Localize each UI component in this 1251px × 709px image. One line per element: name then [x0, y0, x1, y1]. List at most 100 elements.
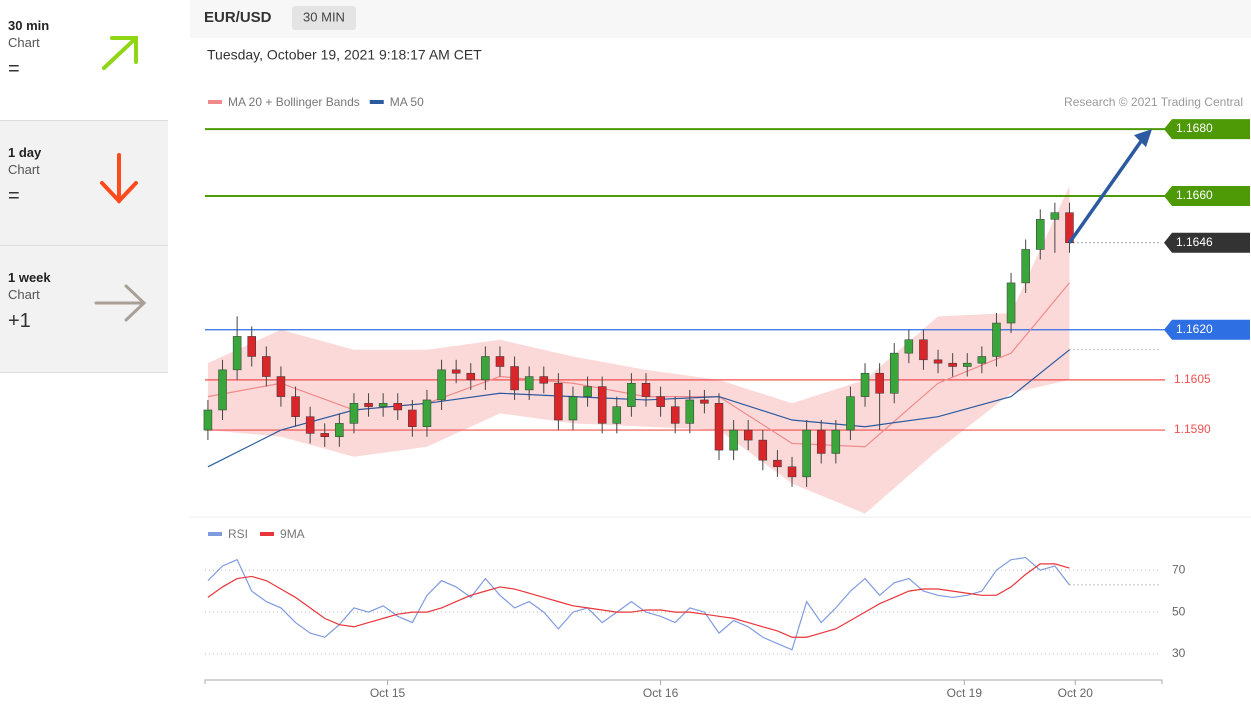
rating: =	[8, 185, 20, 207]
card-label: Chart	[8, 287, 40, 302]
x-tick-label: Oct 19	[947, 686, 983, 700]
legend-label: MA 20 + Bollinger Bands	[228, 95, 360, 109]
credit: Research © 2021 Trading Central	[1064, 95, 1243, 109]
candle-body	[816, 429, 826, 454]
level-label: 1.1680	[1176, 121, 1213, 135]
period: 1 day	[8, 145, 42, 160]
candle-body	[320, 433, 329, 437]
target-arrow	[1068, 136, 1146, 244]
legend-label: 9MA	[280, 527, 305, 541]
candle-body	[364, 403, 373, 407]
indicator-line	[207, 563, 1070, 638]
candle-body	[919, 339, 928, 361]
candle-body	[860, 372, 870, 397]
candle-body	[437, 369, 446, 401]
candle-body	[524, 376, 534, 391]
candle-body	[378, 403, 388, 407]
candle-body	[670, 406, 680, 424]
candle-body	[656, 396, 665, 407]
period: 1 week	[8, 270, 51, 285]
candle-body	[758, 439, 768, 461]
trend-arrow	[102, 36, 138, 70]
timeframe-card[interactable]: 1 week Chart +1	[0, 246, 168, 373]
y-tick-label: 70	[1172, 562, 1186, 576]
current-label: 1.1646	[1176, 235, 1213, 249]
current-tag	[1164, 232, 1250, 253]
candle-body	[743, 429, 753, 441]
candle-body	[422, 399, 432, 427]
level-tag	[1164, 119, 1250, 140]
header-bar	[190, 0, 1251, 38]
level-tag	[1164, 185, 1250, 206]
candle-body	[846, 396, 855, 431]
level-tag	[1164, 319, 1250, 340]
level-label: 1.1605	[1174, 372, 1211, 386]
legend-swatch	[260, 532, 275, 536]
candle-body	[904, 339, 914, 354]
x-tick-label: Oct 15	[370, 686, 406, 700]
x-tick-label: Oct 16	[643, 686, 679, 700]
candle-body	[627, 382, 636, 407]
rating: =	[8, 58, 20, 80]
candle-body	[729, 429, 738, 451]
timestamp: Tuesday, October 19, 2021 9:18:17 AM CET	[207, 47, 482, 63]
candle-body	[685, 399, 695, 424]
candle-body	[232, 336, 242, 371]
candle-body	[539, 376, 549, 384]
candle-body	[612, 406, 622, 424]
x-tick-label: Oct 20	[1058, 686, 1094, 700]
interval: 30 MIN	[303, 9, 345, 24]
candle-body	[948, 362, 957, 367]
candle-body	[773, 459, 782, 468]
candle-body	[305, 416, 315, 434]
rating: +1	[8, 310, 31, 332]
candle-body	[408, 409, 417, 427]
candle-body	[276, 376, 286, 397]
candle-body	[554, 382, 563, 421]
candle-body	[349, 403, 359, 424]
candle-body	[203, 409, 213, 431]
candle-body	[1050, 212, 1060, 220]
bollinger-band	[207, 185, 1070, 514]
candle-body	[510, 366, 519, 391]
candle-body	[875, 372, 884, 394]
level-label: 1.1620	[1176, 322, 1213, 336]
candle-body	[481, 356, 490, 381]
legend-swatch	[208, 100, 222, 104]
interval-pill	[292, 6, 356, 30]
candle-body	[393, 403, 403, 411]
card-label: Chart	[8, 162, 40, 177]
target-arrow-head	[1134, 129, 1152, 148]
candle-body	[1021, 249, 1030, 284]
timeframe-card[interactable]: 1 day Chart =	[0, 121, 168, 246]
candle-body	[583, 386, 592, 397]
legend-label: RSI	[228, 527, 248, 541]
candle-body	[933, 359, 943, 364]
chart: EUR/USD 30 MIN Tuesday, October 19, 2021…	[190, 0, 1251, 700]
candle-body	[1036, 219, 1045, 250]
candle-body	[466, 372, 476, 381]
level-label: 1.1590	[1174, 422, 1211, 436]
y-tick-label: 30	[1172, 646, 1186, 660]
candle-body	[568, 396, 578, 421]
candle-body	[451, 369, 461, 374]
trend-arrow	[100, 153, 138, 204]
candle-body	[977, 356, 987, 364]
legend-swatch	[208, 532, 222, 536]
candle-body	[641, 382, 651, 397]
y-tick-label: 50	[1172, 604, 1186, 618]
level-label: 1.1660	[1176, 188, 1213, 202]
period: 30 min	[8, 18, 50, 33]
candle-body	[831, 429, 841, 454]
indicator-line	[207, 556, 1070, 651]
candle-body	[992, 322, 1001, 357]
candle-body	[495, 356, 505, 367]
candle-body	[802, 429, 811, 478]
candle-body	[1006, 282, 1016, 324]
timeframe-card[interactable]: 30 min Chart =	[0, 0, 168, 121]
card-label: Chart	[8, 35, 40, 50]
x-axis	[204, 679, 1163, 684]
legend-label: MA 50	[390, 95, 424, 109]
candle-body	[247, 336, 256, 357]
